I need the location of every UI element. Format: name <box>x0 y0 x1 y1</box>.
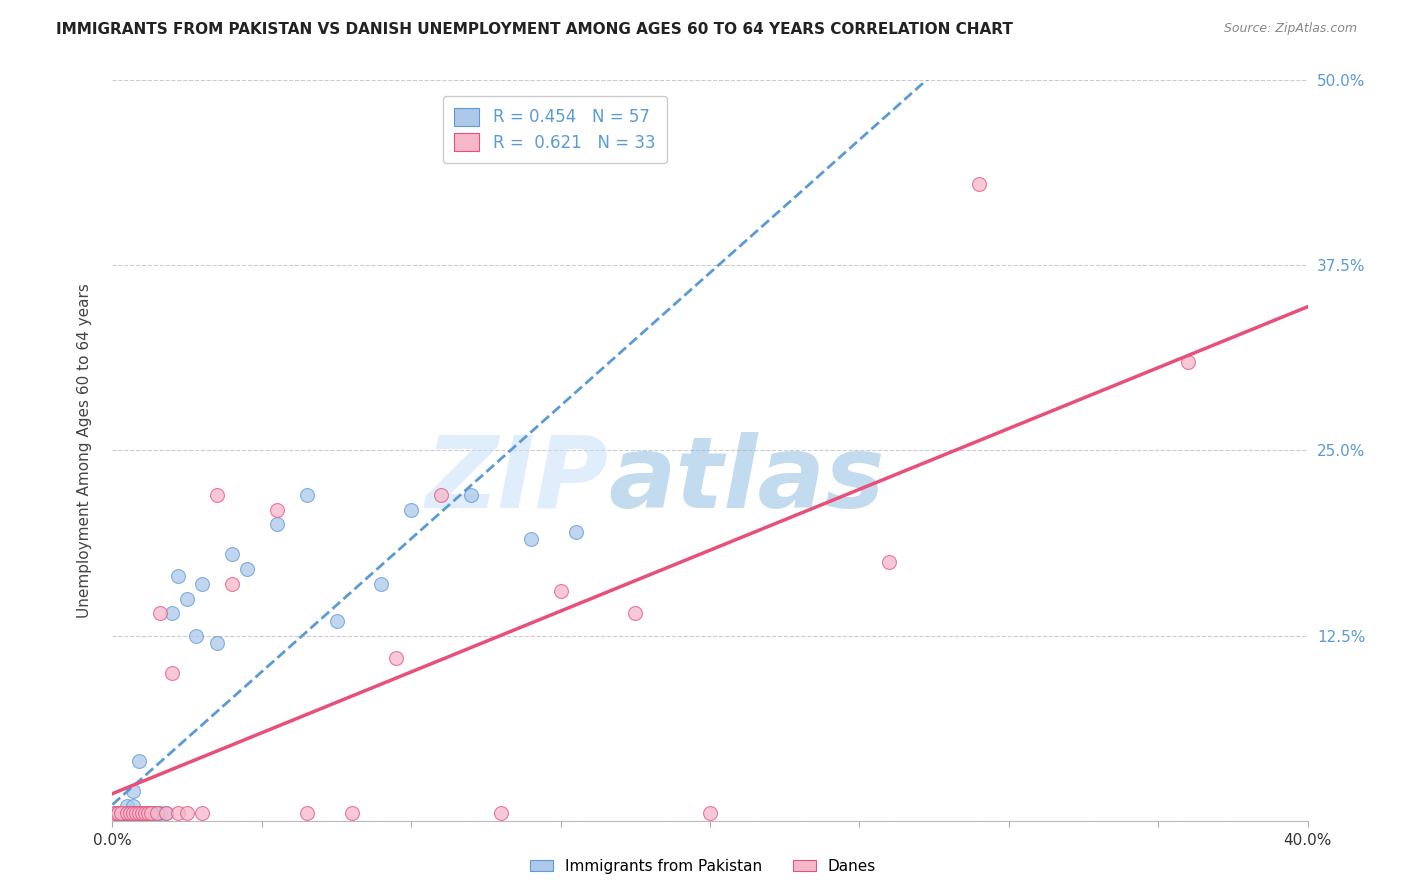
Point <box>205 488 228 502</box>
Point <box>325 614 347 628</box>
Point <box>138 806 160 821</box>
Point <box>131 806 153 821</box>
Point <box>340 806 363 821</box>
Point <box>155 806 177 821</box>
Point <box>117 798 139 813</box>
Point <box>122 798 145 813</box>
Point <box>104 806 127 821</box>
Point <box>110 806 132 821</box>
Point <box>186 628 208 642</box>
Point <box>125 806 148 821</box>
Legend: Immigrants from Pakistan, Danes: Immigrants from Pakistan, Danes <box>524 853 882 880</box>
Point <box>110 806 132 821</box>
Point <box>141 806 163 821</box>
Point <box>107 806 129 821</box>
Point <box>120 806 142 821</box>
Point <box>114 806 135 821</box>
Point <box>120 806 142 821</box>
Point <box>385 650 408 665</box>
Point <box>110 806 132 821</box>
Point <box>120 806 142 821</box>
Point <box>879 555 901 569</box>
Point <box>430 488 453 502</box>
Point <box>295 806 318 821</box>
Point <box>221 547 243 561</box>
Point <box>117 806 139 821</box>
Point <box>128 755 150 769</box>
Point <box>134 806 156 821</box>
Point <box>122 806 145 821</box>
Text: IMMIGRANTS FROM PAKISTAN VS DANISH UNEMPLOYMENT AMONG AGES 60 TO 64 YEARS CORREL: IMMIGRANTS FROM PAKISTAN VS DANISH UNEMP… <box>56 22 1014 37</box>
Point <box>266 517 288 532</box>
Point <box>221 576 243 591</box>
Point <box>114 806 135 821</box>
Point <box>107 806 129 821</box>
Point <box>236 562 259 576</box>
Point <box>401 502 423 516</box>
Point <box>122 806 145 821</box>
Point <box>104 806 127 821</box>
Point <box>162 607 183 621</box>
Point <box>162 665 183 680</box>
Point <box>131 806 153 821</box>
Point <box>104 806 127 821</box>
Point <box>131 806 153 821</box>
Point <box>295 488 318 502</box>
Point <box>107 806 129 821</box>
Point <box>191 576 214 591</box>
Point <box>624 607 647 621</box>
Point <box>205 636 228 650</box>
Point <box>122 806 145 821</box>
Point <box>117 806 139 821</box>
Point <box>191 806 214 821</box>
Point <box>120 806 142 821</box>
Point <box>176 591 198 606</box>
Point <box>146 806 169 821</box>
Legend: R = 0.454   N = 57, R =  0.621   N = 33: R = 0.454 N = 57, R = 0.621 N = 33 <box>443 96 666 163</box>
Point <box>176 806 198 821</box>
Point <box>128 806 150 821</box>
Point <box>149 806 172 821</box>
Point <box>266 502 288 516</box>
Point <box>122 784 145 798</box>
Point <box>110 806 132 821</box>
Point <box>125 806 148 821</box>
Point <box>550 584 572 599</box>
Point <box>699 806 721 821</box>
Point <box>134 806 156 821</box>
Point <box>138 806 160 821</box>
Point <box>967 177 990 191</box>
Point <box>122 806 145 821</box>
Point <box>125 806 148 821</box>
Point <box>1177 354 1199 368</box>
Point <box>117 806 139 821</box>
Point <box>564 524 586 539</box>
Point <box>128 806 150 821</box>
Point <box>107 806 129 821</box>
Point <box>125 806 148 821</box>
Point <box>141 806 163 821</box>
Point <box>149 607 172 621</box>
Y-axis label: Unemployment Among Ages 60 to 64 years: Unemployment Among Ages 60 to 64 years <box>77 283 91 618</box>
Point <box>114 806 135 821</box>
Point <box>114 806 135 821</box>
Point <box>155 806 177 821</box>
Point <box>146 806 169 821</box>
Point <box>110 806 132 821</box>
Point <box>128 806 150 821</box>
Point <box>117 806 139 821</box>
Point <box>143 806 166 821</box>
Point <box>117 806 139 821</box>
Point <box>489 806 512 821</box>
Text: ZIP: ZIP <box>426 432 609 529</box>
Point <box>370 576 392 591</box>
Text: Source: ZipAtlas.com: Source: ZipAtlas.com <box>1223 22 1357 36</box>
Point <box>460 488 482 502</box>
Point <box>167 806 190 821</box>
Text: atlas: atlas <box>609 432 884 529</box>
Point <box>520 533 543 547</box>
Point <box>167 569 190 583</box>
